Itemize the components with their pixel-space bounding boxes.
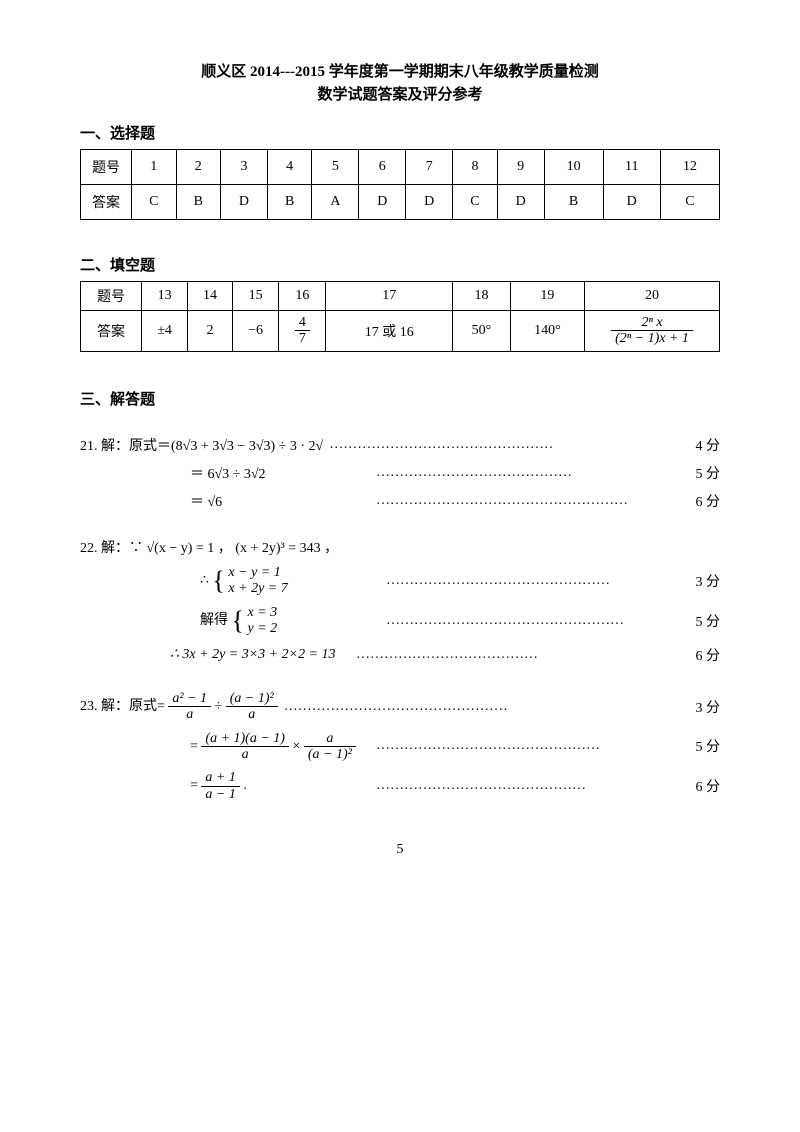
score: 3 分: [696, 571, 721, 591]
score: 6 分: [696, 491, 721, 511]
dots: …………………………………………: [323, 437, 695, 453]
dots: ……………………………………: [370, 465, 696, 481]
cell: 2: [188, 311, 233, 352]
score: 5 分: [696, 611, 721, 631]
cell: −6: [232, 311, 279, 352]
q23-line2: = (a + 1)(a − 1)a × a(a − 1)²: [190, 731, 370, 763]
cell: B: [176, 185, 221, 220]
problem-23: 23. 解：原式= a² − 1a ÷ (a − 1)²a ……………………………: [80, 691, 720, 802]
cell: C: [660, 185, 719, 220]
cell: B: [544, 185, 603, 220]
cell: 6: [359, 150, 406, 185]
cell: 12: [660, 150, 719, 185]
cell: 9: [497, 150, 544, 185]
cell: 7: [406, 150, 453, 185]
q21-line1: 21. 解：原式＝(8√3 + 3√3 − 3√3) ÷ 3 · 2√: [80, 435, 323, 455]
cell: C: [132, 185, 177, 220]
score: 6 分: [696, 776, 721, 796]
score: 4 分: [696, 435, 721, 455]
cell: 50°: [453, 311, 511, 352]
score: 5 分: [696, 736, 721, 756]
q21-line3: ＝ √6: [190, 491, 370, 511]
table-mc: 题号 1 2 3 4 5 6 7 8 9 10 11 12 答案 C B D B…: [80, 149, 720, 220]
cell-label: 答案: [81, 185, 132, 220]
q21-line2: ＝ 6√3 ÷ 3√2: [190, 463, 370, 483]
cell: B: [267, 185, 312, 220]
page-subtitle: 数学试题答案及评分参考: [80, 83, 720, 104]
cell: C: [453, 185, 498, 220]
cell: 11: [603, 150, 660, 185]
cell: 14: [188, 282, 233, 311]
dots: …………………………………: [350, 647, 696, 663]
cell: 47: [279, 311, 326, 352]
cell: ±4: [142, 311, 188, 352]
table-row: 答案 ±4 2 −6 47 17 或 16 50° 140° 2ⁿ x (2ⁿ …: [81, 311, 720, 352]
score: 3 分: [696, 697, 721, 717]
page-number: 5: [80, 842, 720, 858]
dots: ………………………………………………: [370, 493, 696, 509]
cell: 15: [232, 282, 279, 311]
cell: 17 或 16: [326, 311, 453, 352]
cell: 3: [221, 150, 268, 185]
cell: 20: [585, 282, 720, 311]
cell: 1: [132, 150, 177, 185]
cell: 10: [544, 150, 603, 185]
problem-22: 22. 解：∵ √(x − y) = 1 ， (x + 2y)³ = 343 ，…: [80, 537, 720, 665]
table-row: 题号 1 2 3 4 5 6 7 8 9 10 11 12: [81, 150, 720, 185]
cell: 13: [142, 282, 188, 311]
table-fill: 题号 13 14 15 16 17 18 19 20 答案 ±4 2 −6 47…: [80, 281, 720, 352]
section-2-head: 二、填空题: [80, 254, 720, 275]
cell: D: [221, 185, 268, 220]
cell: 2: [176, 150, 221, 185]
section-3-head: 三、解答题: [80, 388, 720, 409]
cell: D: [603, 185, 660, 220]
dots: ………………………………………: [370, 778, 696, 794]
cell-label: 题号: [81, 150, 132, 185]
cell: D: [497, 185, 544, 220]
q23-line1: 23. 解：原式= a² − 1a ÷ (a − 1)²a: [80, 691, 278, 723]
cell: D: [359, 185, 406, 220]
dots: ……………………………………………: [380, 613, 696, 629]
table-row: 题号 13 14 15 16 17 18 19 20: [81, 282, 720, 311]
cell-label: 答案: [81, 311, 142, 352]
problem-21: 21. 解：原式＝(8√3 + 3√3 − 3√3) ÷ 3 · 2√ ……………: [80, 435, 720, 511]
cell: 8: [453, 150, 498, 185]
cell-label: 题号: [81, 282, 142, 311]
q22-sys1: ∴ { x − y = 1 x + 2y = 7: [200, 565, 380, 597]
cell: 2ⁿ x (2ⁿ − 1)x + 1: [585, 311, 720, 352]
section-1-head: 一、选择题: [80, 122, 720, 143]
cell: 16: [279, 282, 326, 311]
cell: 4: [267, 150, 312, 185]
cell: 18: [453, 282, 511, 311]
q23-line3: = a + 1a − 1 .: [190, 770, 370, 802]
table-row: 答案 C B D B A D D C D B D C: [81, 185, 720, 220]
page-title: 顺义区 2014---2015 学年度第一学期期末八年级教学质量检测: [80, 60, 720, 81]
cell: D: [406, 185, 453, 220]
score: 6 分: [696, 645, 721, 665]
cell: A: [312, 185, 359, 220]
q22-sys2: 解得 { x = 3 y = 2: [200, 605, 380, 637]
dots: …………………………………………: [380, 573, 696, 589]
cell: 5: [312, 150, 359, 185]
dots: …………………………………………: [370, 738, 696, 754]
cell: 17: [326, 282, 453, 311]
cell: 140°: [510, 311, 584, 352]
cell: 19: [510, 282, 584, 311]
q22-head: 22. 解：∵ √(x − y) = 1 ， (x + 2y)³ = 343 ，: [80, 537, 720, 557]
score: 5 分: [696, 463, 721, 483]
q22-final: ∴ 3x + 2y = 3×3 + 2×2 = 13: [170, 646, 350, 663]
dots: …………………………………………: [278, 699, 696, 715]
